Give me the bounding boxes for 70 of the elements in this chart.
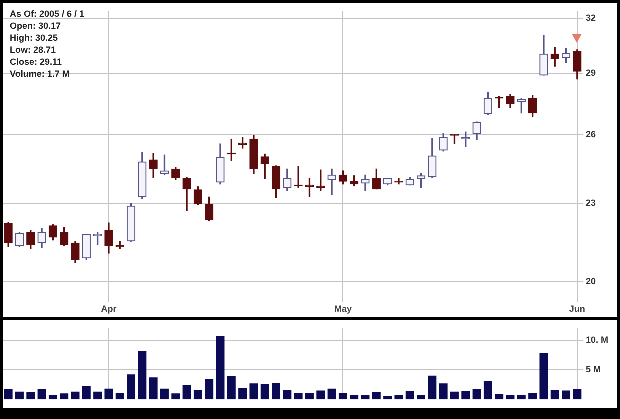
bar [15, 392, 24, 400]
bar [417, 395, 426, 400]
bar [238, 388, 248, 400]
y-tick-label: 32 [586, 12, 596, 23]
y-tick-label: 10. M [586, 334, 609, 345]
bar [205, 379, 214, 400]
y-tick-label: 20 [586, 276, 596, 287]
annotation: High: 30.25 [10, 32, 60, 44]
bar [4, 390, 13, 400]
bar [127, 374, 136, 400]
bar [48, 395, 58, 400]
bar [562, 390, 571, 400]
bar [116, 393, 124, 400]
bar [540, 353, 548, 400]
bar [338, 393, 348, 400]
bar [26, 392, 36, 400]
bar [283, 390, 292, 400]
bar [272, 382, 281, 400]
bar [406, 391, 414, 400]
bar [94, 392, 102, 400]
x-tick-label: Apr [101, 304, 118, 314]
y-tick-label: 26 [586, 129, 596, 140]
bar [60, 394, 69, 400]
bar [550, 390, 560, 400]
bar [71, 392, 80, 400]
bar [294, 393, 303, 400]
candlestick [361, 174, 370, 192]
annotation: Open: 30.17 [10, 20, 62, 32]
annotation: Low: 28.71 [10, 44, 58, 56]
bar [82, 386, 91, 400]
bar [450, 392, 459, 400]
x-tick-label: Jun [569, 304, 586, 314]
bar [182, 385, 192, 400]
bar [216, 336, 225, 400]
bar [38, 390, 46, 400]
y-tick-label: 5 M [586, 364, 602, 374]
bar [439, 384, 448, 400]
annotation: Volume: 1.7 M [10, 68, 71, 80]
bar [260, 384, 270, 400]
bar [394, 395, 404, 400]
bar [484, 381, 492, 400]
bar [172, 394, 180, 400]
annotation: Close: 29.11 [10, 56, 64, 68]
bar [250, 384, 258, 400]
annotation: As Of: 2005 / 6 / 1 [10, 8, 85, 20]
bar [472, 390, 482, 400]
bar [384, 396, 392, 400]
bar [104, 388, 114, 400]
bar [495, 394, 504, 400]
bar [361, 395, 370, 400]
bar [462, 391, 470, 400]
bar [138, 352, 147, 400]
bar [316, 390, 326, 400]
bar [194, 390, 202, 400]
y-tick-label: 23 [586, 198, 596, 208]
bar [350, 395, 359, 400]
bar [149, 378, 158, 400]
candlestick [328, 168, 336, 196]
bar [573, 390, 582, 400]
y-tick-label: 29 [586, 68, 596, 78]
bar [328, 388, 336, 400]
bar [517, 395, 526, 400]
bar [528, 393, 538, 400]
bar [372, 392, 381, 400]
x-tick-label: May [334, 304, 352, 314]
bar [305, 393, 314, 400]
bar [506, 395, 515, 400]
bar [227, 376, 236, 400]
bar [160, 388, 169, 400]
bar [428, 376, 437, 400]
